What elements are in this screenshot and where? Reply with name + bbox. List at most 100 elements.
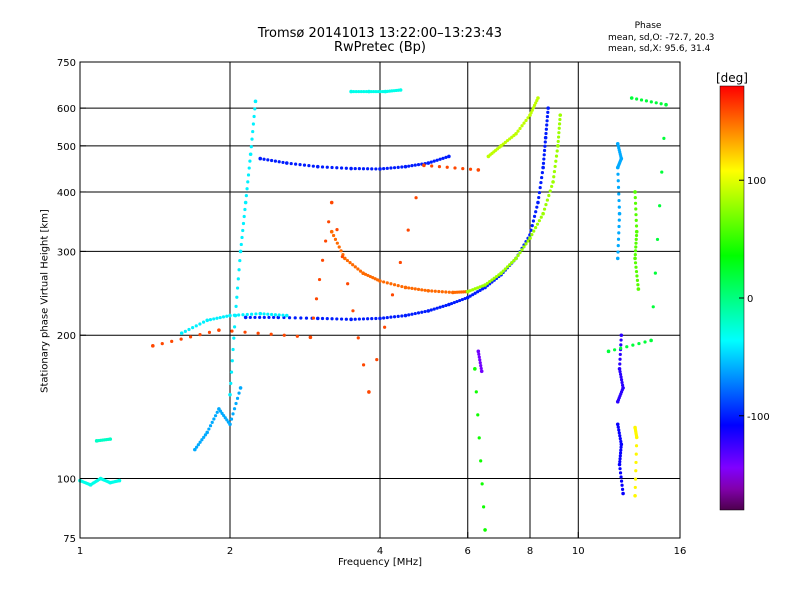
echo-point — [337, 245, 341, 249]
echo-point — [210, 420, 214, 424]
echo-point — [426, 309, 431, 313]
echo-point — [212, 417, 216, 421]
echo-point — [557, 122, 562, 126]
echo-point — [378, 279, 382, 283]
echo-point — [327, 220, 331, 224]
echo-point — [618, 451, 623, 455]
echo-point — [400, 284, 404, 289]
echo-point — [514, 256, 518, 261]
echo-point — [530, 224, 534, 228]
echo-point — [117, 478, 122, 483]
echo-point — [371, 89, 376, 94]
phase-colorbar: [deg] 100 0 -100 — [716, 71, 770, 511]
echo-point — [229, 381, 233, 385]
echo-point — [625, 345, 629, 349]
echo-point — [477, 352, 481, 356]
echo-point — [208, 318, 213, 322]
echo-point — [662, 136, 666, 140]
echo-point — [371, 276, 375, 280]
echo-point — [441, 156, 445, 160]
echo-point — [413, 287, 417, 291]
echo-point — [619, 445, 623, 449]
echo-point — [634, 207, 638, 211]
x-tick-label: 6 — [465, 546, 471, 557]
echo-point — [252, 114, 256, 119]
echo-point — [238, 249, 243, 254]
echo-point — [526, 116, 530, 120]
echo-point — [501, 269, 505, 273]
y-tick-label: 300 — [57, 247, 76, 258]
echo-point — [378, 316, 382, 321]
echo-point — [398, 260, 402, 265]
echo-point — [398, 88, 403, 92]
echo-point — [248, 315, 252, 320]
echo-point — [207, 330, 212, 334]
echo-point — [315, 164, 320, 169]
echo-point — [537, 219, 541, 223]
echo-point — [542, 148, 547, 153]
echo-point — [543, 144, 547, 148]
echo-point — [539, 180, 543, 185]
echo-point — [383, 325, 387, 329]
echo-point — [534, 101, 538, 105]
echo-point — [619, 439, 623, 444]
echo-point — [474, 390, 478, 394]
echo-point — [344, 166, 348, 170]
echo-point — [555, 149, 559, 153]
echo-point — [476, 290, 480, 294]
echo-point — [413, 163, 417, 167]
echo-point — [403, 285, 408, 290]
echo-point — [335, 228, 339, 232]
echo-point — [453, 166, 457, 170]
echo-point — [392, 166, 397, 170]
echo-point — [477, 355, 481, 359]
echo-point — [553, 164, 557, 169]
y-axis-ticks: 75 100 200 300 400 500 600 750 — [57, 58, 86, 545]
echo-point — [634, 269, 639, 274]
echo-point — [556, 135, 561, 139]
echo-point — [539, 215, 543, 219]
echo-point — [433, 289, 437, 293]
echo-point — [444, 303, 448, 308]
echo-point — [544, 127, 548, 131]
echo-point — [311, 316, 316, 320]
echo-point — [634, 444, 639, 448]
echo-point — [629, 96, 634, 100]
echo-point — [478, 358, 482, 362]
echo-point — [543, 135, 548, 140]
echo-point — [367, 390, 371, 394]
echo-point — [375, 357, 379, 362]
echo-point — [550, 184, 554, 189]
echo-point — [488, 280, 492, 284]
echo-point — [617, 431, 621, 435]
echo-point — [634, 452, 638, 456]
echo-point — [444, 155, 448, 159]
echo-point — [476, 413, 480, 417]
echo-point — [494, 274, 499, 279]
echo-point — [618, 460, 622, 464]
echo-point — [441, 304, 445, 308]
echo-point — [552, 169, 557, 174]
echo-point — [245, 312, 249, 317]
echo-point — [351, 263, 355, 267]
echo-point — [378, 167, 382, 171]
echo-point — [272, 315, 276, 320]
echo-point — [530, 108, 534, 112]
echo-point — [538, 185, 542, 190]
echo-point — [266, 312, 270, 316]
echo-point — [221, 315, 226, 319]
echo-point — [370, 317, 374, 321]
echo-point — [619, 448, 623, 452]
echo-point — [473, 287, 477, 291]
echo-point — [618, 362, 622, 366]
echo-point — [557, 131, 561, 135]
echo-point — [619, 378, 624, 382]
echo-point — [634, 245, 638, 249]
echo-point — [633, 190, 637, 194]
echo-point — [510, 135, 514, 139]
echo-point — [243, 200, 248, 205]
echo-point — [615, 422, 620, 427]
echo-point — [659, 102, 663, 106]
echo-point — [346, 282, 350, 286]
